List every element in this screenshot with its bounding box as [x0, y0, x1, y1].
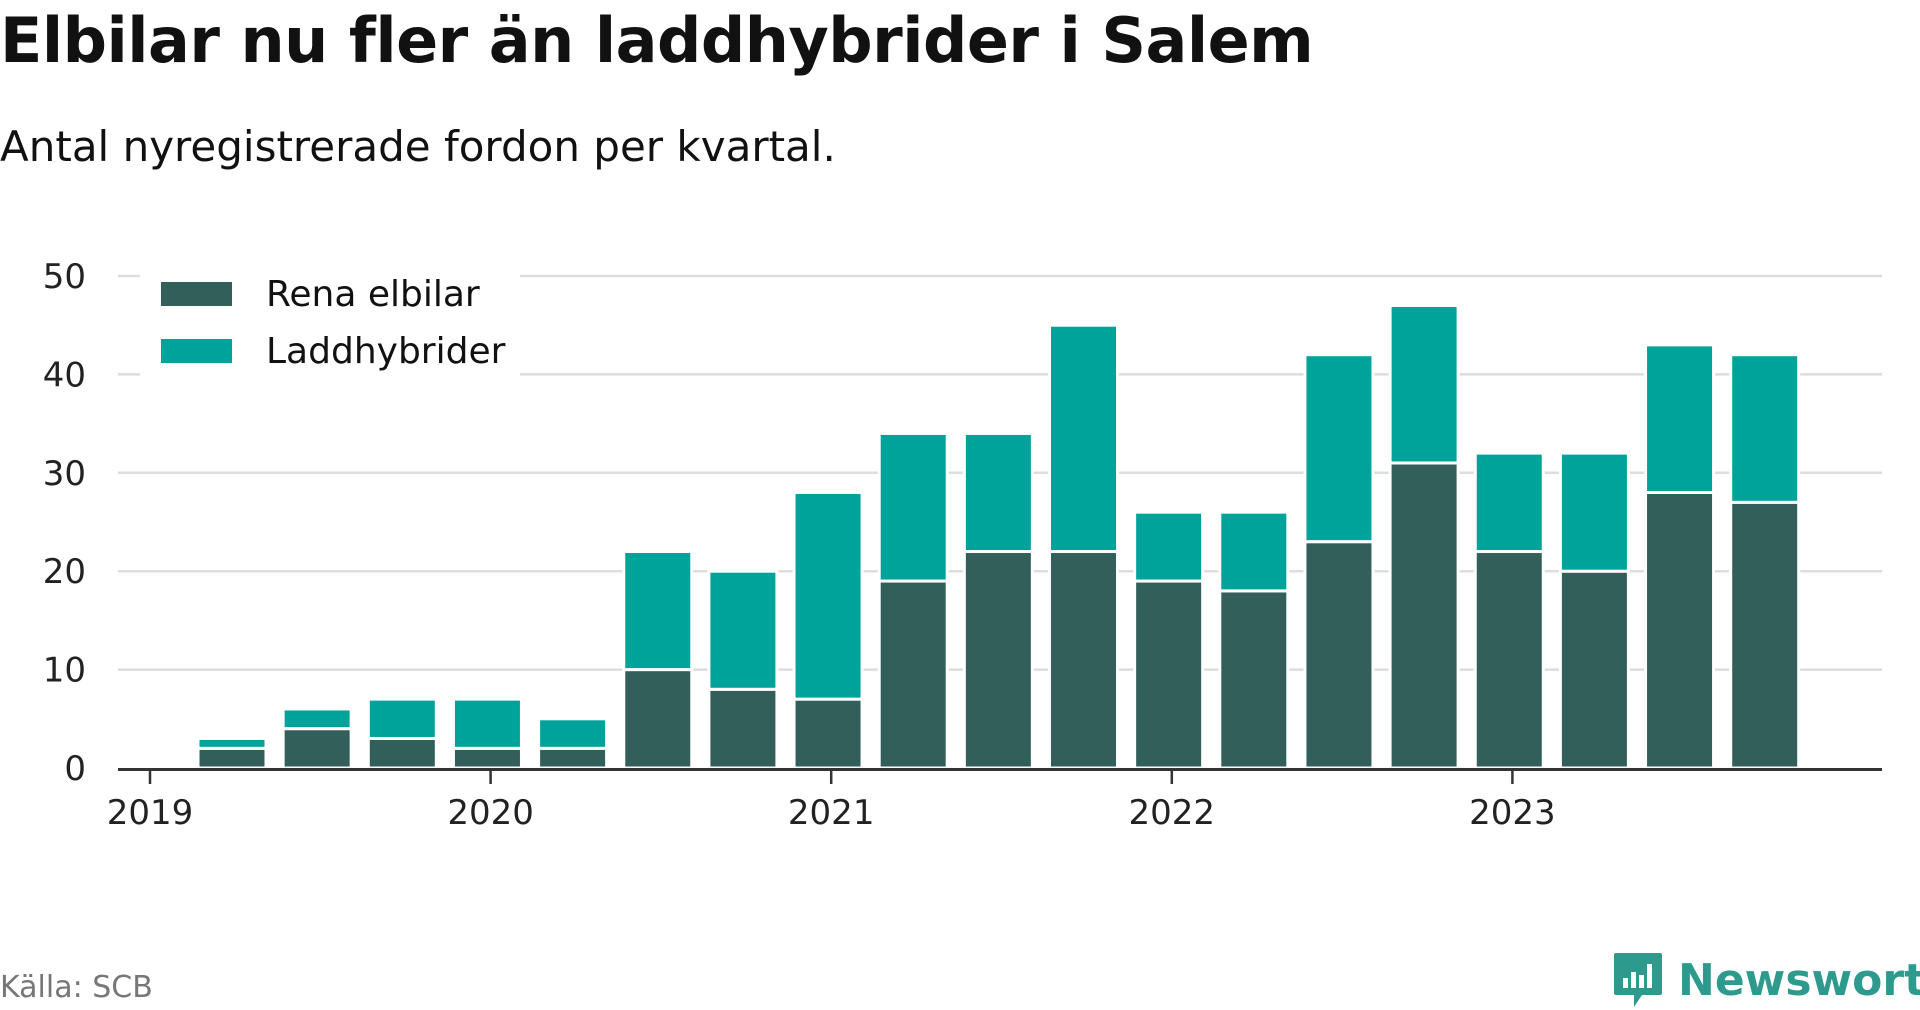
bar-series-2 [451, 697, 523, 750]
bar-series-2 [622, 550, 694, 672]
legend-label: Rena elbilar [266, 274, 480, 315]
y-tick-label: 30 [43, 454, 86, 494]
x-tick-label: 2021 [788, 793, 875, 833]
bar-series-2 [792, 490, 864, 701]
bar-series-2 [1473, 451, 1545, 554]
newsworthy-brand: Newsworthy [1612, 950, 1920, 1010]
stacked-bar-chart: 0 10 20 30 40 50 2019 2020 2021 2022 2023 Rena el… [43, 257, 1882, 833]
bar-series-2 [1729, 353, 1801, 504]
bar-series-2 [196, 736, 268, 750]
x-tick-label: 2023 [1469, 793, 1556, 833]
bars [196, 304, 1801, 770]
bar-series-1 [451, 746, 523, 770]
bar-series-1 [622, 668, 694, 770]
legend: Rena elbilar Laddhybrider [140, 262, 520, 382]
bar-series-2 [1558, 451, 1630, 573]
bar-series-2 [1133, 510, 1205, 583]
bar-series-1 [1048, 550, 1119, 770]
x-axis: 2019 2020 2021 2022 2023 [107, 768, 1882, 833]
y-tick-label: 20 [43, 552, 86, 592]
chart-subtitle: Antal nyregistrerade fordon per kvartal. [0, 122, 836, 171]
bar-series-2 [366, 697, 438, 740]
y-tick-label: 10 [43, 651, 86, 691]
brand-name: Newsworthy [1678, 954, 1920, 1006]
bar-series-1 [1218, 589, 1290, 770]
x-tick-label: 2019 [107, 793, 194, 833]
bar-series-2 [1388, 304, 1460, 465]
bar-series-2 [877, 431, 949, 583]
bar-series-1 [962, 550, 1034, 770]
legend-swatch [161, 282, 232, 306]
bar-series-1 [1473, 550, 1545, 770]
x-tick-label: 2022 [1129, 793, 1216, 833]
bar-series-1 [196, 746, 268, 770]
y-axis-tick-labels: 0 10 20 30 40 50 [43, 257, 86, 789]
bar-series-1 [1388, 461, 1460, 770]
bar-series-2 [1218, 510, 1290, 593]
x-tick-label: 2020 [447, 793, 534, 833]
bar-series-2 [281, 707, 353, 731]
bar-series-1 [537, 746, 609, 770]
source-note: Källa: SCB [0, 970, 153, 1005]
bar-series-2 [707, 569, 779, 691]
bar-series-1 [707, 687, 779, 770]
bar-series-1 [792, 697, 864, 770]
chart-title: Elbilar nu fler än laddhybrider i Salem [0, 4, 1314, 77]
bar-series-1 [1303, 540, 1375, 770]
legend-swatch [161, 339, 232, 363]
bar-series-1 [1644, 490, 1716, 770]
legend-label: Laddhybrider [266, 331, 506, 372]
y-tick-label: 0 [64, 749, 86, 789]
bar-series-2 [1644, 343, 1716, 494]
bar-series-1 [1558, 569, 1630, 770]
y-tick-label: 50 [43, 257, 86, 297]
bar-chart-speech-bubble-icon [1614, 953, 1662, 1007]
bar-series-2 [1303, 353, 1375, 544]
bar-series-2 [962, 431, 1034, 554]
bar-series-1 [281, 727, 353, 770]
bar-series-1 [877, 579, 949, 770]
y-tick-label: 40 [43, 355, 86, 395]
bar-series-1 [1729, 500, 1801, 770]
bar-series-1 [1133, 579, 1205, 770]
bar-series-2 [1048, 323, 1119, 554]
bar-series-1 [366, 736, 438, 770]
bar-series-2 [537, 717, 609, 750]
